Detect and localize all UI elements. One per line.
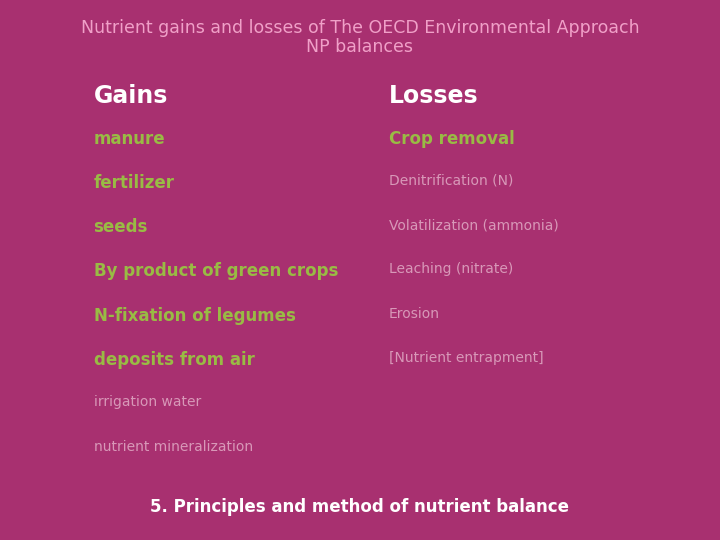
Text: fertilizer: fertilizer bbox=[94, 174, 175, 192]
Text: irrigation water: irrigation water bbox=[94, 395, 201, 409]
Text: [Nutrient entrapment]: [Nutrient entrapment] bbox=[389, 351, 544, 365]
Text: NP balances: NP balances bbox=[307, 38, 413, 56]
Text: Leaching (nitrate): Leaching (nitrate) bbox=[389, 262, 513, 276]
Text: nutrient mineralization: nutrient mineralization bbox=[94, 440, 253, 454]
Text: Gains: Gains bbox=[94, 84, 168, 107]
Text: By product of green crops: By product of green crops bbox=[94, 262, 338, 280]
Text: Volatilization (ammonia): Volatilization (ammonia) bbox=[389, 218, 559, 232]
Text: Crop removal: Crop removal bbox=[389, 130, 515, 147]
Text: deposits from air: deposits from air bbox=[94, 351, 254, 369]
Text: Erosion: Erosion bbox=[389, 307, 440, 321]
Text: seeds: seeds bbox=[94, 218, 148, 236]
Text: Losses: Losses bbox=[389, 84, 478, 107]
Text: Nutrient gains and losses of The OECD Environmental Approach: Nutrient gains and losses of The OECD En… bbox=[81, 19, 639, 37]
Text: 5. Principles and method of nutrient balance: 5. Principles and method of nutrient bal… bbox=[150, 498, 570, 516]
Text: manure: manure bbox=[94, 130, 165, 147]
Text: Denitrification (N): Denitrification (N) bbox=[389, 174, 513, 188]
Text: N-fixation of legumes: N-fixation of legumes bbox=[94, 307, 295, 325]
